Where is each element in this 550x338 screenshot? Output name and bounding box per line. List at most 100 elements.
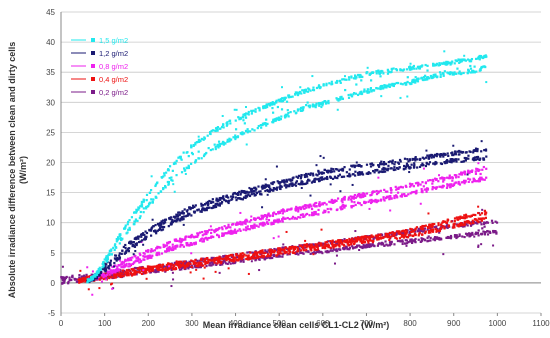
data-point [349,198,353,201]
data-point [361,245,364,249]
data-point [325,175,329,179]
data-point [254,110,257,113]
data-point [141,239,144,242]
data-point [417,77,420,80]
data-point [375,72,378,75]
data-point [446,183,449,186]
data-point [173,238,176,241]
data-point [123,252,126,255]
data-point [194,143,197,146]
data-point [466,221,469,224]
data-point [354,77,357,80]
data-point [397,187,400,190]
data-point [400,231,404,234]
data-point [371,89,374,92]
data-point [182,260,185,263]
data-point [166,247,169,250]
data-point [193,241,196,245]
data-point [157,228,161,231]
data-point [311,105,314,108]
data-point [308,214,311,217]
data-point [410,228,413,231]
data-point [381,170,384,174]
data-point [142,200,145,203]
data-point [257,124,260,128]
data-point [309,89,312,92]
data-point [103,269,106,272]
data-point [182,264,185,267]
data-point [251,226,255,229]
data-point [388,241,392,244]
data-point [201,204,204,207]
data-point [310,207,314,211]
data-point [420,240,423,243]
data-point [62,281,65,284]
data-point [377,191,380,194]
data-point [409,227,412,231]
data-point [200,210,203,213]
data-point [375,234,378,237]
data-point [268,248,271,251]
data-point [314,243,317,246]
data-point [266,221,269,224]
data-point [224,199,228,202]
data-point [157,192,160,195]
data-point [210,129,213,133]
data-point [469,71,472,74]
data-point [222,234,225,237]
data-point [101,262,104,266]
data-point [423,188,426,191]
outlier-point [182,223,185,226]
data-point [370,235,374,239]
data-point [426,236,429,239]
data-point [258,255,261,258]
data-point [214,205,218,209]
data-point [315,245,319,248]
outlier-point [61,265,64,268]
data-point [161,219,165,222]
data-point [452,223,455,226]
outlier-point [442,253,445,256]
data-point [136,219,139,222]
data-point [453,182,456,185]
data-point [318,204,321,208]
data-point [212,263,215,266]
data-point [425,187,429,190]
data-point [307,178,310,181]
data-point [365,192,369,195]
data-point [234,119,237,122]
data-point [237,197,240,200]
data-point [102,273,106,276]
data-point [214,257,217,260]
data-point [324,177,327,180]
data-point [390,68,393,71]
data-point [227,231,230,234]
data-point [187,235,190,239]
data-point [441,221,444,224]
data-point [270,223,273,226]
data-point [197,150,200,153]
data-point [279,248,283,251]
data-point [428,155,432,158]
data-point [346,242,349,245]
data-point [233,261,237,264]
data-point [395,230,399,233]
data-point [133,254,136,257]
data-point [218,258,221,261]
data-point [122,271,125,274]
data-point [307,104,311,108]
data-point [302,215,305,219]
data-point [449,61,452,64]
data-point [193,243,196,246]
data-point [130,216,134,219]
data-point [306,204,309,207]
data-point [244,116,248,119]
data-point [280,108,284,111]
data-point [358,237,361,240]
data-point [125,249,128,252]
data-point [104,263,107,266]
data-point [169,223,172,226]
data-point [221,142,224,145]
data-point [455,223,459,226]
data-point [102,260,105,264]
